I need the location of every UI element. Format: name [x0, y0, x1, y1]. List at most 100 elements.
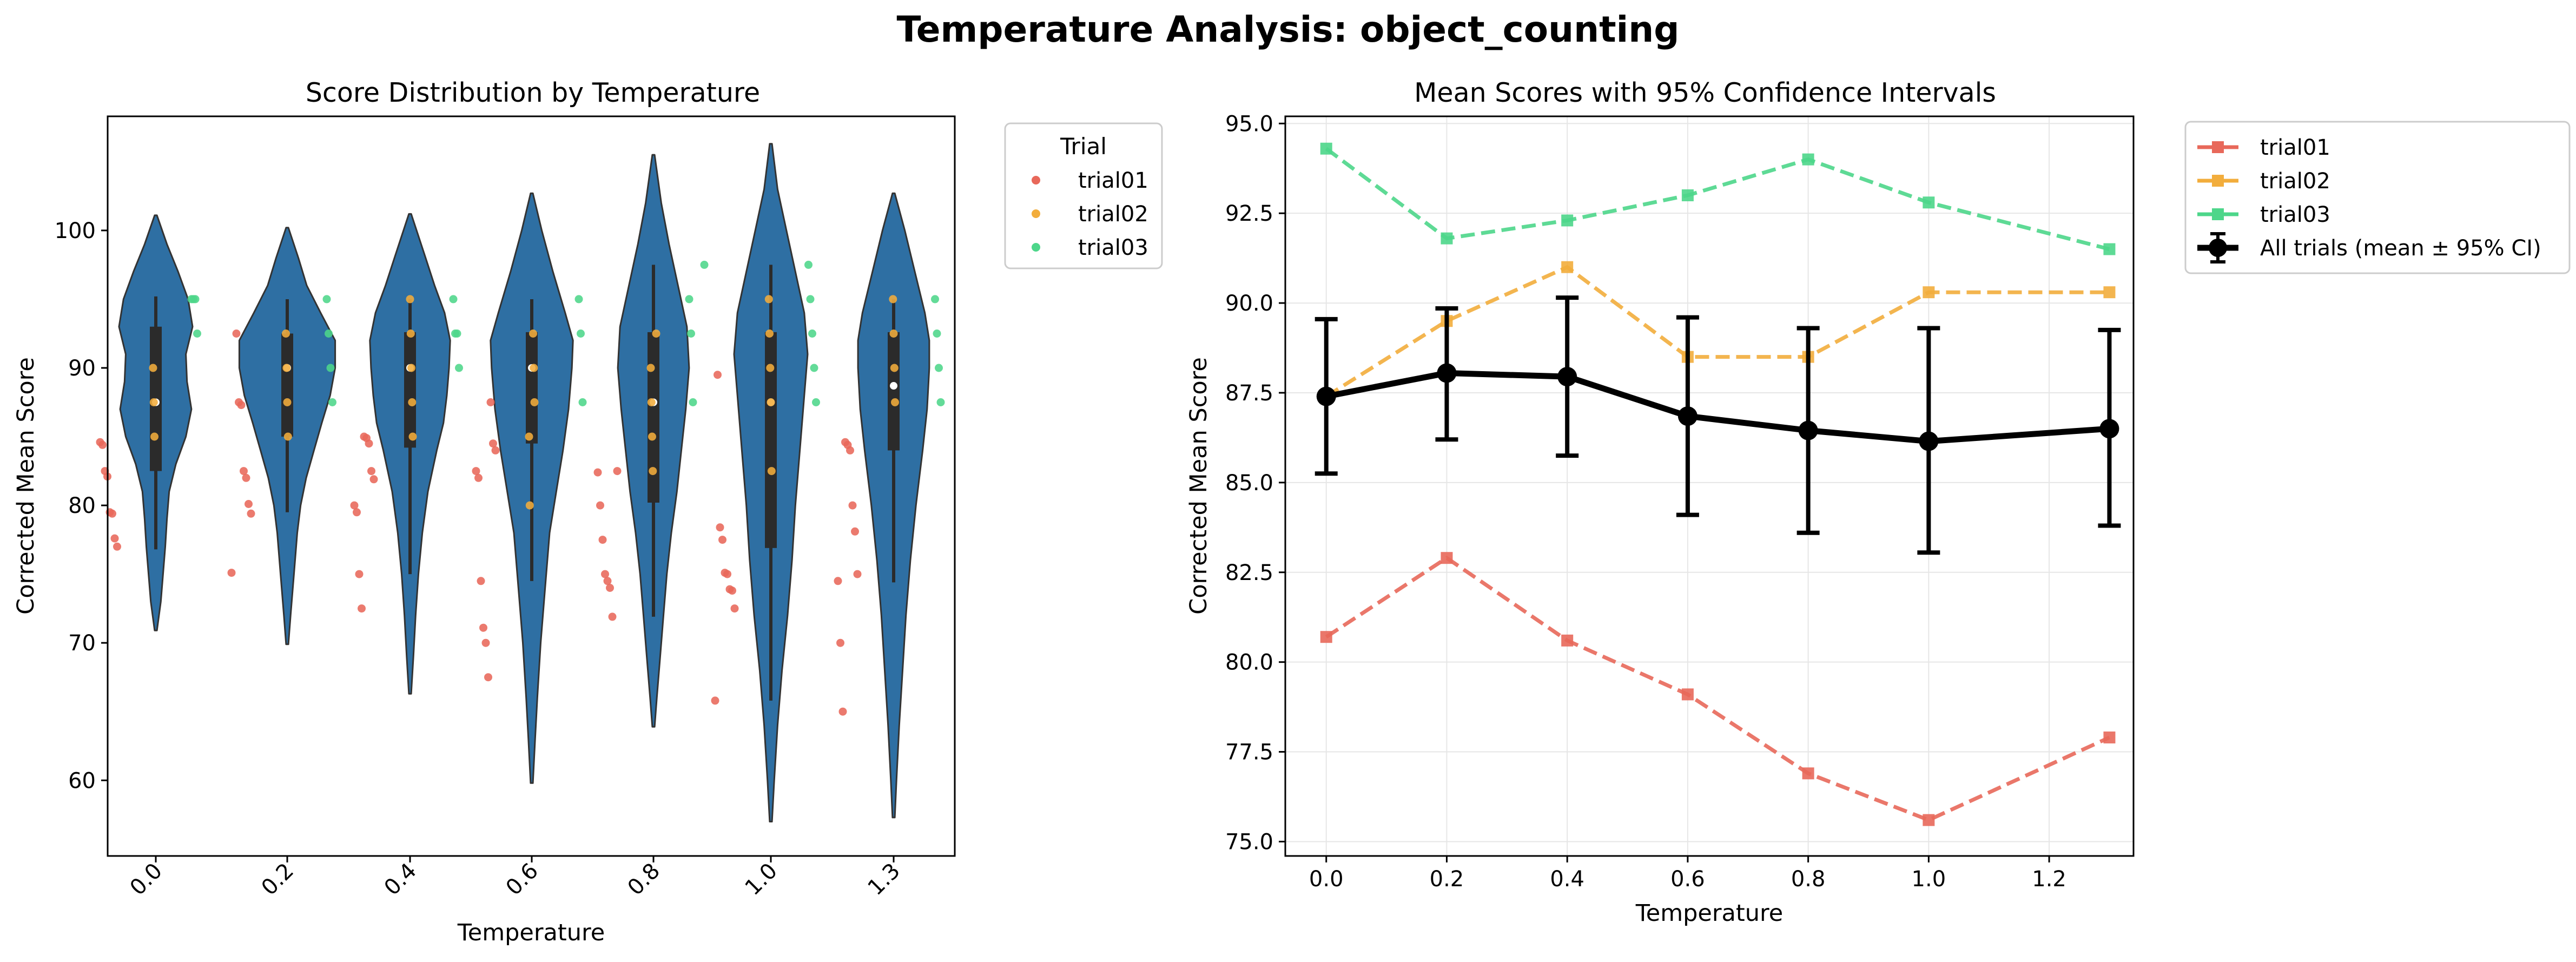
point-trial02-0.2 [283, 432, 292, 441]
point-trial03-1.3 [933, 330, 941, 338]
ci-xtick-label: 0.2 [1430, 867, 1464, 892]
point-trial02-0.4 [408, 398, 417, 406]
series-marker-trial03 [1802, 153, 1814, 166]
point-trial02-0.8 [652, 330, 660, 338]
series-marker-trial03 [2103, 243, 2116, 255]
point-trial03-1.3 [935, 364, 943, 372]
legend-label-trial01: trial01 [1078, 168, 1148, 193]
point-trial03-0.6 [577, 330, 585, 338]
point-trial01-1.3 [836, 638, 844, 647]
violin-iqr-box-0.2 [281, 333, 293, 437]
point-trial03-0.2 [326, 364, 335, 372]
violin-ytick-label: 100 [55, 219, 96, 243]
series-marker-trial01 [1681, 688, 1694, 701]
violin-legend: Trial trial01 trial02 trial03 [1004, 122, 1163, 269]
point-trial02-0.8 [647, 398, 656, 406]
point-trial02-1.3 [890, 364, 899, 372]
point-trial01-0.6 [477, 577, 485, 585]
violin-chart: Score Distribution by Temperature 60 70 80… [12, 77, 1163, 946]
point-trial02-0.4 [408, 432, 417, 441]
series-line-trial01 [1325, 555, 2110, 822]
ci-xtick-label: 0.4 [1550, 867, 1584, 892]
overall-mean-marker [1557, 367, 1577, 387]
point-trial02-0.0 [150, 432, 158, 441]
ci-gridlines [1285, 116, 2134, 856]
legend-marker-overall [2209, 239, 2227, 257]
violin-xtick-label: 0.8 [623, 859, 665, 901]
point-trial02-0.6 [530, 364, 538, 372]
point-trial03-0.0 [193, 330, 201, 338]
series-marker-trial02 [1923, 286, 1935, 299]
point-trial02-1.3 [891, 398, 899, 406]
point-trial02-0.2 [283, 398, 292, 406]
point-trial01-0.6 [489, 439, 497, 448]
point-trial01-0.0 [108, 509, 116, 518]
legend-label-trial02: trial02 [1078, 202, 1148, 227]
ci-ytick-label: 80.0 [1225, 650, 1273, 675]
point-trial02-1.0 [765, 330, 774, 338]
point-trial03-0.2 [322, 295, 331, 304]
point-trial01-1.0 [723, 570, 731, 578]
point-trial01-0.8 [596, 501, 604, 510]
ci-ytick-label: 82.5 [1225, 561, 1273, 585]
point-trial01-0.8 [613, 467, 622, 476]
point-trial01-0.4 [355, 570, 364, 578]
point-trial02-0.2 [282, 330, 290, 338]
ci-series-layer [1315, 142, 2121, 826]
point-trial01-0.2 [240, 467, 248, 476]
point-trial01-0.4 [353, 508, 361, 517]
ci-xtick-label: 1.0 [1912, 867, 1946, 892]
ci-x-label: Temperature [1635, 900, 1783, 927]
violin-xtick-label: 0.4 [380, 859, 422, 901]
legend-label-trial03: trial03 [1078, 235, 1148, 260]
point-trial01-1.3 [848, 501, 857, 510]
violin-xtick-label: 0.0 [126, 859, 168, 901]
violin-y-axis: 60 70 80 90 100 [55, 219, 108, 793]
violin-ytick-label: 80 [68, 493, 96, 518]
point-trial01-0.8 [601, 570, 609, 578]
violin-xtick-label: 0.6 [501, 859, 544, 901]
point-trial02-0.8 [646, 364, 655, 372]
overall-mean-marker [1437, 363, 1457, 383]
violin-legend-box [1004, 122, 1163, 269]
point-trial01-0.2 [245, 500, 253, 508]
ci-line-chart: Mean Scores with 95% Confidence Interval… [1185, 77, 2571, 927]
point-trial01-1.0 [730, 604, 739, 613]
point-trial03-0.2 [328, 398, 336, 406]
legend-marker-line-trial02 [2212, 175, 2224, 187]
violin-ytick-label: 60 [68, 768, 96, 793]
series-marker-trial01 [1802, 767, 1814, 780]
overall-mean-marker [1677, 406, 1697, 426]
point-trial03-1.0 [810, 364, 818, 372]
point-trial02-0.8 [649, 467, 657, 476]
strip-points-layer [96, 260, 945, 716]
point-trial01-0.0 [113, 542, 121, 551]
ci-y-axis: 75.0 77.5 80.0 82.5 85.0 87.5 90.0 92.5 95.0 [1225, 111, 1285, 854]
point-trial03-1.0 [804, 260, 813, 269]
violin-xtick-label: 0.2 [257, 859, 299, 901]
series-marker-trial01 [1320, 631, 1332, 643]
point-trial01-0.6 [479, 623, 487, 632]
violin-iqr-box-0.6 [526, 332, 538, 444]
point-trial03-1.3 [936, 398, 945, 406]
ci-xtick-label: 1.2 [2032, 867, 2066, 892]
point-trial02-1.0 [767, 398, 775, 406]
legend-marker-trial03 [1032, 243, 1040, 252]
ci-legend-label-trial01: trial01 [2260, 135, 2330, 160]
point-trial01-0.2 [237, 401, 246, 410]
point-trial01-1.3 [853, 570, 862, 578]
violin-x-axis: 0.0 0.2 0.4 0.6 0.8 1.0 1.3 [126, 856, 905, 901]
point-trial03-0.8 [700, 260, 709, 269]
point-trial01-1.3 [838, 707, 847, 716]
point-trial02-1.3 [889, 330, 898, 338]
series-marker-trial02 [2103, 286, 2116, 299]
violin-layer [118, 143, 930, 822]
point-trial03-1.3 [931, 295, 939, 304]
point-trial01-0.0 [98, 440, 107, 449]
ci-ytick-label: 85.0 [1225, 471, 1273, 496]
point-trial01-0.2 [247, 509, 255, 518]
point-trial02-1.0 [767, 467, 776, 476]
violin-iqr-box-1.3 [888, 332, 900, 451]
violin-x-label: Temperature [457, 919, 605, 946]
point-trial03-0.8 [689, 398, 697, 406]
